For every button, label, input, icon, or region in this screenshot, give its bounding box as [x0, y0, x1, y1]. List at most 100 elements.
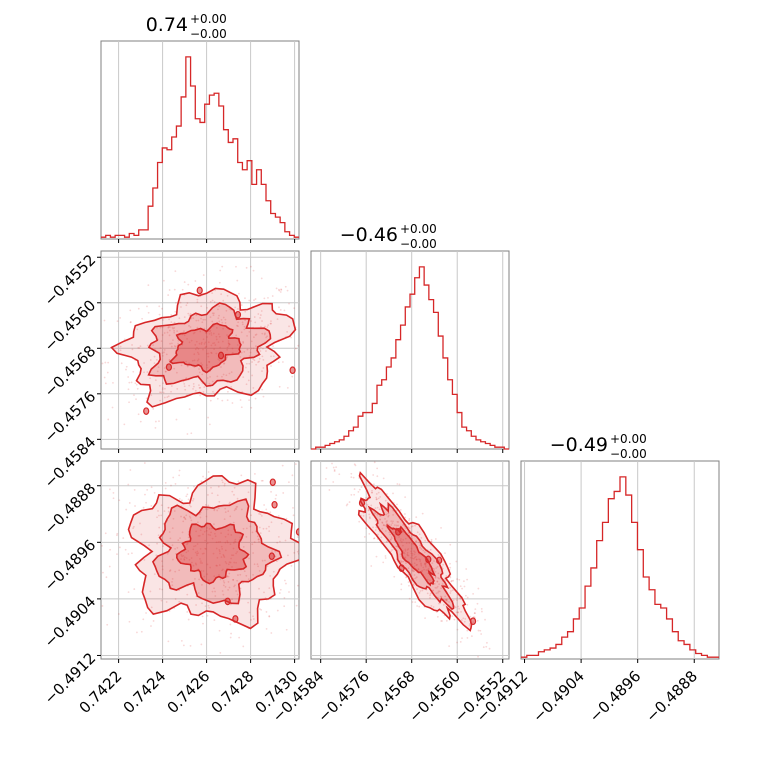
sample-point [116, 320, 119, 323]
sample-point [411, 557, 414, 560]
y-tick-label: −0.4896 [41, 536, 100, 595]
sample-point [220, 318, 223, 321]
sample-point [186, 338, 188, 340]
sample-point [196, 346, 198, 349]
sample-point [193, 353, 196, 356]
sample-point [212, 314, 215, 317]
sample-point [198, 371, 201, 374]
sample-point [401, 560, 404, 563]
sample-point [172, 558, 174, 561]
sample-point [158, 420, 160, 423]
sample-point [185, 557, 188, 559]
sample-point [449, 586, 451, 589]
sample-point [196, 552, 198, 555]
sample-point [177, 339, 180, 342]
sample-point [229, 543, 232, 546]
sample-point [180, 558, 182, 560]
sample-point [255, 333, 258, 336]
contour-islet [271, 500, 278, 509]
sample-point [430, 540, 433, 543]
sample-point [103, 376, 106, 379]
sample-point [175, 301, 177, 304]
sample-point [233, 540, 236, 543]
sample-point [437, 591, 439, 594]
sample-point [271, 550, 273, 552]
sample-point [293, 307, 296, 310]
sample-point [184, 518, 187, 521]
sample-point [205, 529, 208, 532]
sample-point [215, 338, 218, 341]
sample-point [420, 562, 422, 565]
sample-point [423, 568, 426, 571]
sample-point [265, 627, 268, 630]
sample-point [171, 584, 174, 587]
sample-point [232, 554, 235, 557]
sample-point [194, 545, 197, 547]
sample-point [227, 510, 230, 513]
sample-point [387, 515, 390, 518]
sample-point [201, 321, 204, 324]
sample-point [255, 363, 258, 366]
sample-point [221, 590, 224, 592]
sample-point [167, 506, 170, 509]
sample-point [149, 359, 152, 361]
sample-point [424, 562, 427, 565]
sample-point [242, 527, 245, 530]
sample-point [389, 538, 392, 541]
sample-point [106, 371, 109, 374]
sample-point [196, 550, 199, 553]
sample-point [202, 570, 205, 572]
sample-point [170, 345, 173, 348]
sample-point [176, 388, 179, 390]
sample-point [119, 317, 122, 319]
sample-point [244, 297, 246, 300]
sample-point [399, 509, 402, 511]
sample-point [472, 592, 475, 595]
sample-point [200, 305, 203, 308]
sample-point [274, 497, 277, 500]
sample-point [229, 636, 232, 639]
sample-point [117, 613, 120, 615]
sample-point [448, 645, 451, 648]
sample-point [222, 584, 225, 587]
sample-point [206, 573, 209, 576]
sample-point [214, 535, 217, 538]
sample-point [400, 538, 402, 540]
sample-point [229, 623, 232, 626]
sample-point [436, 565, 439, 568]
sample-point [277, 288, 280, 291]
panel-frame [310, 250, 510, 450]
sample-point [404, 496, 407, 498]
sample-point [242, 376, 245, 378]
sample-point [185, 360, 188, 363]
sample-point [392, 492, 394, 495]
sample-point [205, 515, 208, 518]
sample-point [264, 325, 266, 328]
sample-point [411, 554, 414, 557]
sample-point [146, 305, 148, 308]
sample-point [380, 536, 383, 539]
sample-point [147, 284, 150, 287]
sample-point [282, 361, 284, 363]
sample-point [207, 579, 210, 582]
sample-point [253, 461, 256, 462]
sample-point [186, 302, 189, 304]
sample-point [405, 542, 408, 545]
sample-point [214, 595, 217, 597]
sample-point [232, 521, 235, 524]
sample-point [396, 503, 398, 506]
sample-point [189, 505, 192, 508]
sample-point [250, 514, 252, 517]
sample-point [164, 387, 166, 390]
sample-point [464, 617, 467, 620]
sample-point [282, 492, 285, 494]
sample-point [463, 620, 466, 623]
sample-point [290, 564, 293, 567]
sample-point [227, 533, 230, 536]
sample-point [157, 534, 160, 537]
sample-point [129, 321, 132, 324]
sample-point [379, 515, 381, 517]
sample-point [200, 341, 203, 344]
sample-point [252, 573, 254, 576]
sample-point [199, 561, 202, 564]
